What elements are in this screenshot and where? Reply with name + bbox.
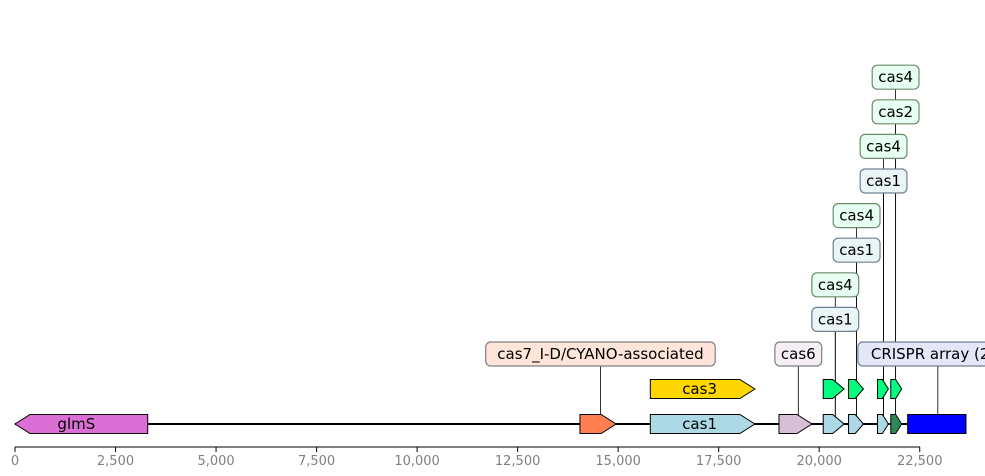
feature-cas6 xyxy=(778,414,813,434)
features: glmS cas1 cas3 xyxy=(14,379,967,434)
callout-labels: cas7_I-D/CYANO-associated cas6cas1cas4cas… xyxy=(485,64,985,367)
callout-box xyxy=(871,64,920,90)
x-tick-label: 15,000 xyxy=(595,454,641,469)
callout-label: cas6 xyxy=(781,345,816,363)
feature-cas4-d xyxy=(890,379,903,399)
callout-label: cas2 xyxy=(878,103,913,121)
feature-cas7_I-D/CYANO-associated xyxy=(579,414,618,434)
feature-CRISPR array (20) xyxy=(907,414,967,434)
feature-cas1-c xyxy=(877,414,889,434)
x-tick-label: 20,000 xyxy=(796,454,842,469)
feature-cas4-c xyxy=(877,379,889,399)
x-tick-label: 2,500 xyxy=(97,454,134,469)
callout-box xyxy=(859,168,908,194)
feature-label-cas1: cas1 xyxy=(682,415,717,433)
callout-label: cas1 xyxy=(818,310,853,328)
feature-cas2 xyxy=(890,414,903,434)
callout-label: cas4 xyxy=(878,68,913,86)
x-tick-label: 17,500 xyxy=(696,454,742,469)
callout-label: cas1 xyxy=(866,172,901,190)
callout-box xyxy=(485,341,716,367)
feature-cas1-b xyxy=(848,414,865,434)
x-tick-label: 0 xyxy=(11,454,19,469)
callout-box xyxy=(832,203,881,229)
callout-label: cas4 xyxy=(866,137,901,155)
feature-cas1-a xyxy=(822,414,845,434)
feature-glmS xyxy=(14,414,149,434)
x-tick-label: 10,000 xyxy=(394,454,440,469)
feature-cas3 xyxy=(649,379,756,399)
feature-label-cas3: cas3 xyxy=(682,380,717,398)
feature-cas4-b xyxy=(848,379,865,399)
callout-box xyxy=(857,341,985,367)
callout-label: CRISPR array (20) xyxy=(871,345,985,363)
callout-lines xyxy=(600,77,939,422)
callout-box xyxy=(859,133,908,159)
callout-label: cas4 xyxy=(839,207,874,225)
callout-box xyxy=(774,341,823,367)
feature-label-glmS: glmS xyxy=(57,415,95,433)
callout-box xyxy=(871,99,920,125)
callout-label: cas1 xyxy=(839,241,874,259)
x-axis: 0 2,500 5,000 7,500 10,000 12,500 15,000 17,500… xyxy=(11,446,943,469)
callout-label: cas4 xyxy=(818,276,853,294)
x-tick-label: 5,000 xyxy=(197,454,234,469)
callout-box xyxy=(811,306,860,332)
x-tick-label: 12,500 xyxy=(495,454,541,469)
callout-label: cas7_I-D/CYANO-associated xyxy=(497,345,703,364)
feature-cas1 xyxy=(649,414,756,434)
feature-cas4-a xyxy=(822,379,845,399)
callout-box xyxy=(832,237,881,263)
x-tick-label: 7,500 xyxy=(298,454,335,469)
callout-box xyxy=(811,272,860,298)
x-tick-label: 22,500 xyxy=(897,454,943,469)
